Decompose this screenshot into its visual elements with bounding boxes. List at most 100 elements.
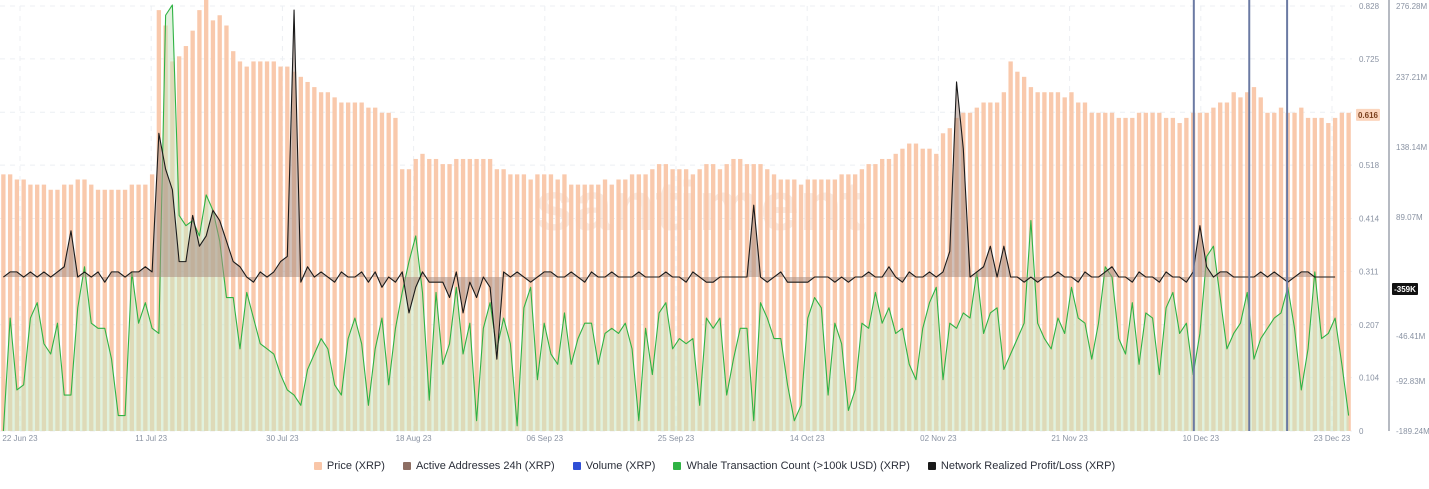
price-bar: [1021, 76, 1027, 431]
price-axis-tick-label: 0.725: [1359, 55, 1380, 64]
price-current-label: 0.616: [1358, 111, 1379, 120]
x-tick-label: 06 Sep 23: [527, 434, 564, 443]
series-lines: [2, 4, 1350, 432]
price-bar: [636, 174, 641, 431]
whale-transaction-count-area: [3, 4, 1349, 431]
price-bar: [616, 179, 621, 431]
price-bar: [95, 189, 101, 431]
price-bar: [1224, 102, 1230, 431]
price-bar: [602, 179, 608, 431]
price-bar: [994, 102, 1000, 431]
right-axis-tick-label: 138.14M: [1396, 143, 1427, 152]
network-realized-profit-loss-area: [3, 10, 1336, 360]
price-bar: [1265, 112, 1270, 432]
legend-item-volume[interactable]: Volume (XRP): [572, 460, 656, 472]
price-bar: [339, 102, 344, 431]
price-bar: [913, 143, 919, 432]
legend-label: Whale Transaction Count (>100k USD) (XRP…: [686, 460, 910, 472]
price-bar: [298, 76, 303, 431]
price-bar: [1042, 92, 1047, 432]
price-bar: [785, 179, 790, 431]
x-tick-label: 30 Jul 23: [266, 434, 299, 443]
price-bar: [48, 189, 53, 431]
price-bar: [1062, 97, 1067, 431]
price-bar: [1089, 112, 1094, 432]
price-bar: [940, 133, 946, 432]
price-bar: [744, 164, 750, 431]
price-bar: [264, 61, 270, 431]
price-bar: [325, 92, 331, 432]
price-bar: [575, 184, 581, 431]
price-bar: [237, 61, 243, 431]
axes: 00.1040.2070.3110.4140.5180.6210.7250.82…: [2, 0, 1429, 443]
x-tick-label: 14 Oct 23: [790, 434, 825, 443]
x-tick-label: 21 Nov 23: [1051, 434, 1088, 443]
price-axis-tick-label: 0.414: [1359, 215, 1380, 224]
price-bar: [224, 25, 229, 432]
legend-item-profit-loss[interactable]: Network Realized Profit/Loss (XRP): [927, 460, 1115, 472]
price-bar: [109, 189, 114, 431]
price-axis-tick-label: 0.518: [1359, 161, 1380, 170]
price-bar: [846, 174, 851, 431]
right-axis-tick-label: -92.83M: [1396, 377, 1426, 386]
price-bar: [149, 174, 155, 431]
legend-label: Volume (XRP): [585, 460, 656, 472]
event-lines: [1192, 0, 1289, 431]
price-bar: [589, 184, 594, 431]
price-bar: [501, 169, 506, 431]
price-current-badge: [1356, 108, 1380, 121]
price-bar: [852, 174, 858, 431]
price-bar: [521, 174, 527, 431]
price-bar: [650, 169, 655, 431]
price-bar: [89, 184, 94, 431]
price-bar: [41, 184, 47, 431]
price-bar: [765, 169, 770, 431]
price-bar: [697, 169, 702, 431]
price-bar: [352, 102, 358, 431]
price-bar: [1096, 112, 1101, 432]
price-bar: [258, 61, 263, 431]
price-bar: [623, 179, 628, 431]
price-bar: [711, 164, 716, 431]
x-tick-label: 18 Aug 23: [396, 434, 433, 443]
profit-loss-current-label: -359K: [1394, 285, 1416, 294]
price-bar: [805, 179, 810, 431]
price-axis-tick-label: 0.311: [1359, 267, 1379, 276]
price-bar: [771, 174, 777, 431]
price-bar: [629, 174, 635, 431]
price-bar: [886, 158, 892, 432]
price-bar: [1116, 117, 1121, 432]
price-bar: [102, 189, 107, 431]
price-bar: [1049, 92, 1054, 432]
price-bar: [751, 164, 756, 431]
legend: Price (XRP) Active Addresses 24h (XRP) Vol…: [0, 457, 1429, 475]
profit-loss-current-badge: [1392, 283, 1418, 295]
price-bar: [1339, 112, 1345, 432]
price-bar: [839, 174, 844, 431]
price-bar: [1035, 92, 1040, 432]
x-tick-label: 23 Dec 23: [1314, 434, 1351, 443]
price-bar: [535, 174, 540, 431]
price-bar: [62, 184, 67, 431]
price-bar: [1076, 102, 1081, 431]
price-bar: [440, 164, 445, 431]
price-bar: [251, 61, 256, 431]
legend-item-price[interactable]: Price (XRP): [313, 460, 385, 472]
price-bar: [1231, 92, 1236, 432]
price-bar: [683, 169, 689, 431]
price-bar: [1143, 112, 1148, 432]
legend-item-active-addresses[interactable]: Active Addresses 24h (XRP): [402, 460, 555, 472]
price-bar: [819, 179, 824, 431]
legend-item-whale[interactable]: Whale Transaction Count (>100k USD) (XRP…: [673, 460, 910, 472]
price-bar: [893, 153, 898, 431]
price-bar: [880, 158, 885, 432]
price-bar: [514, 174, 520, 431]
price-bar: [1015, 71, 1020, 431]
price-bar: [21, 179, 26, 431]
price-axis-tick-label: 0.207: [1359, 321, 1380, 330]
price-bar: [379, 112, 385, 432]
legend-swatch: [402, 462, 411, 470]
price-bar: [359, 102, 364, 431]
price-bar: [1299, 107, 1304, 431]
price-bar: [197, 10, 202, 431]
